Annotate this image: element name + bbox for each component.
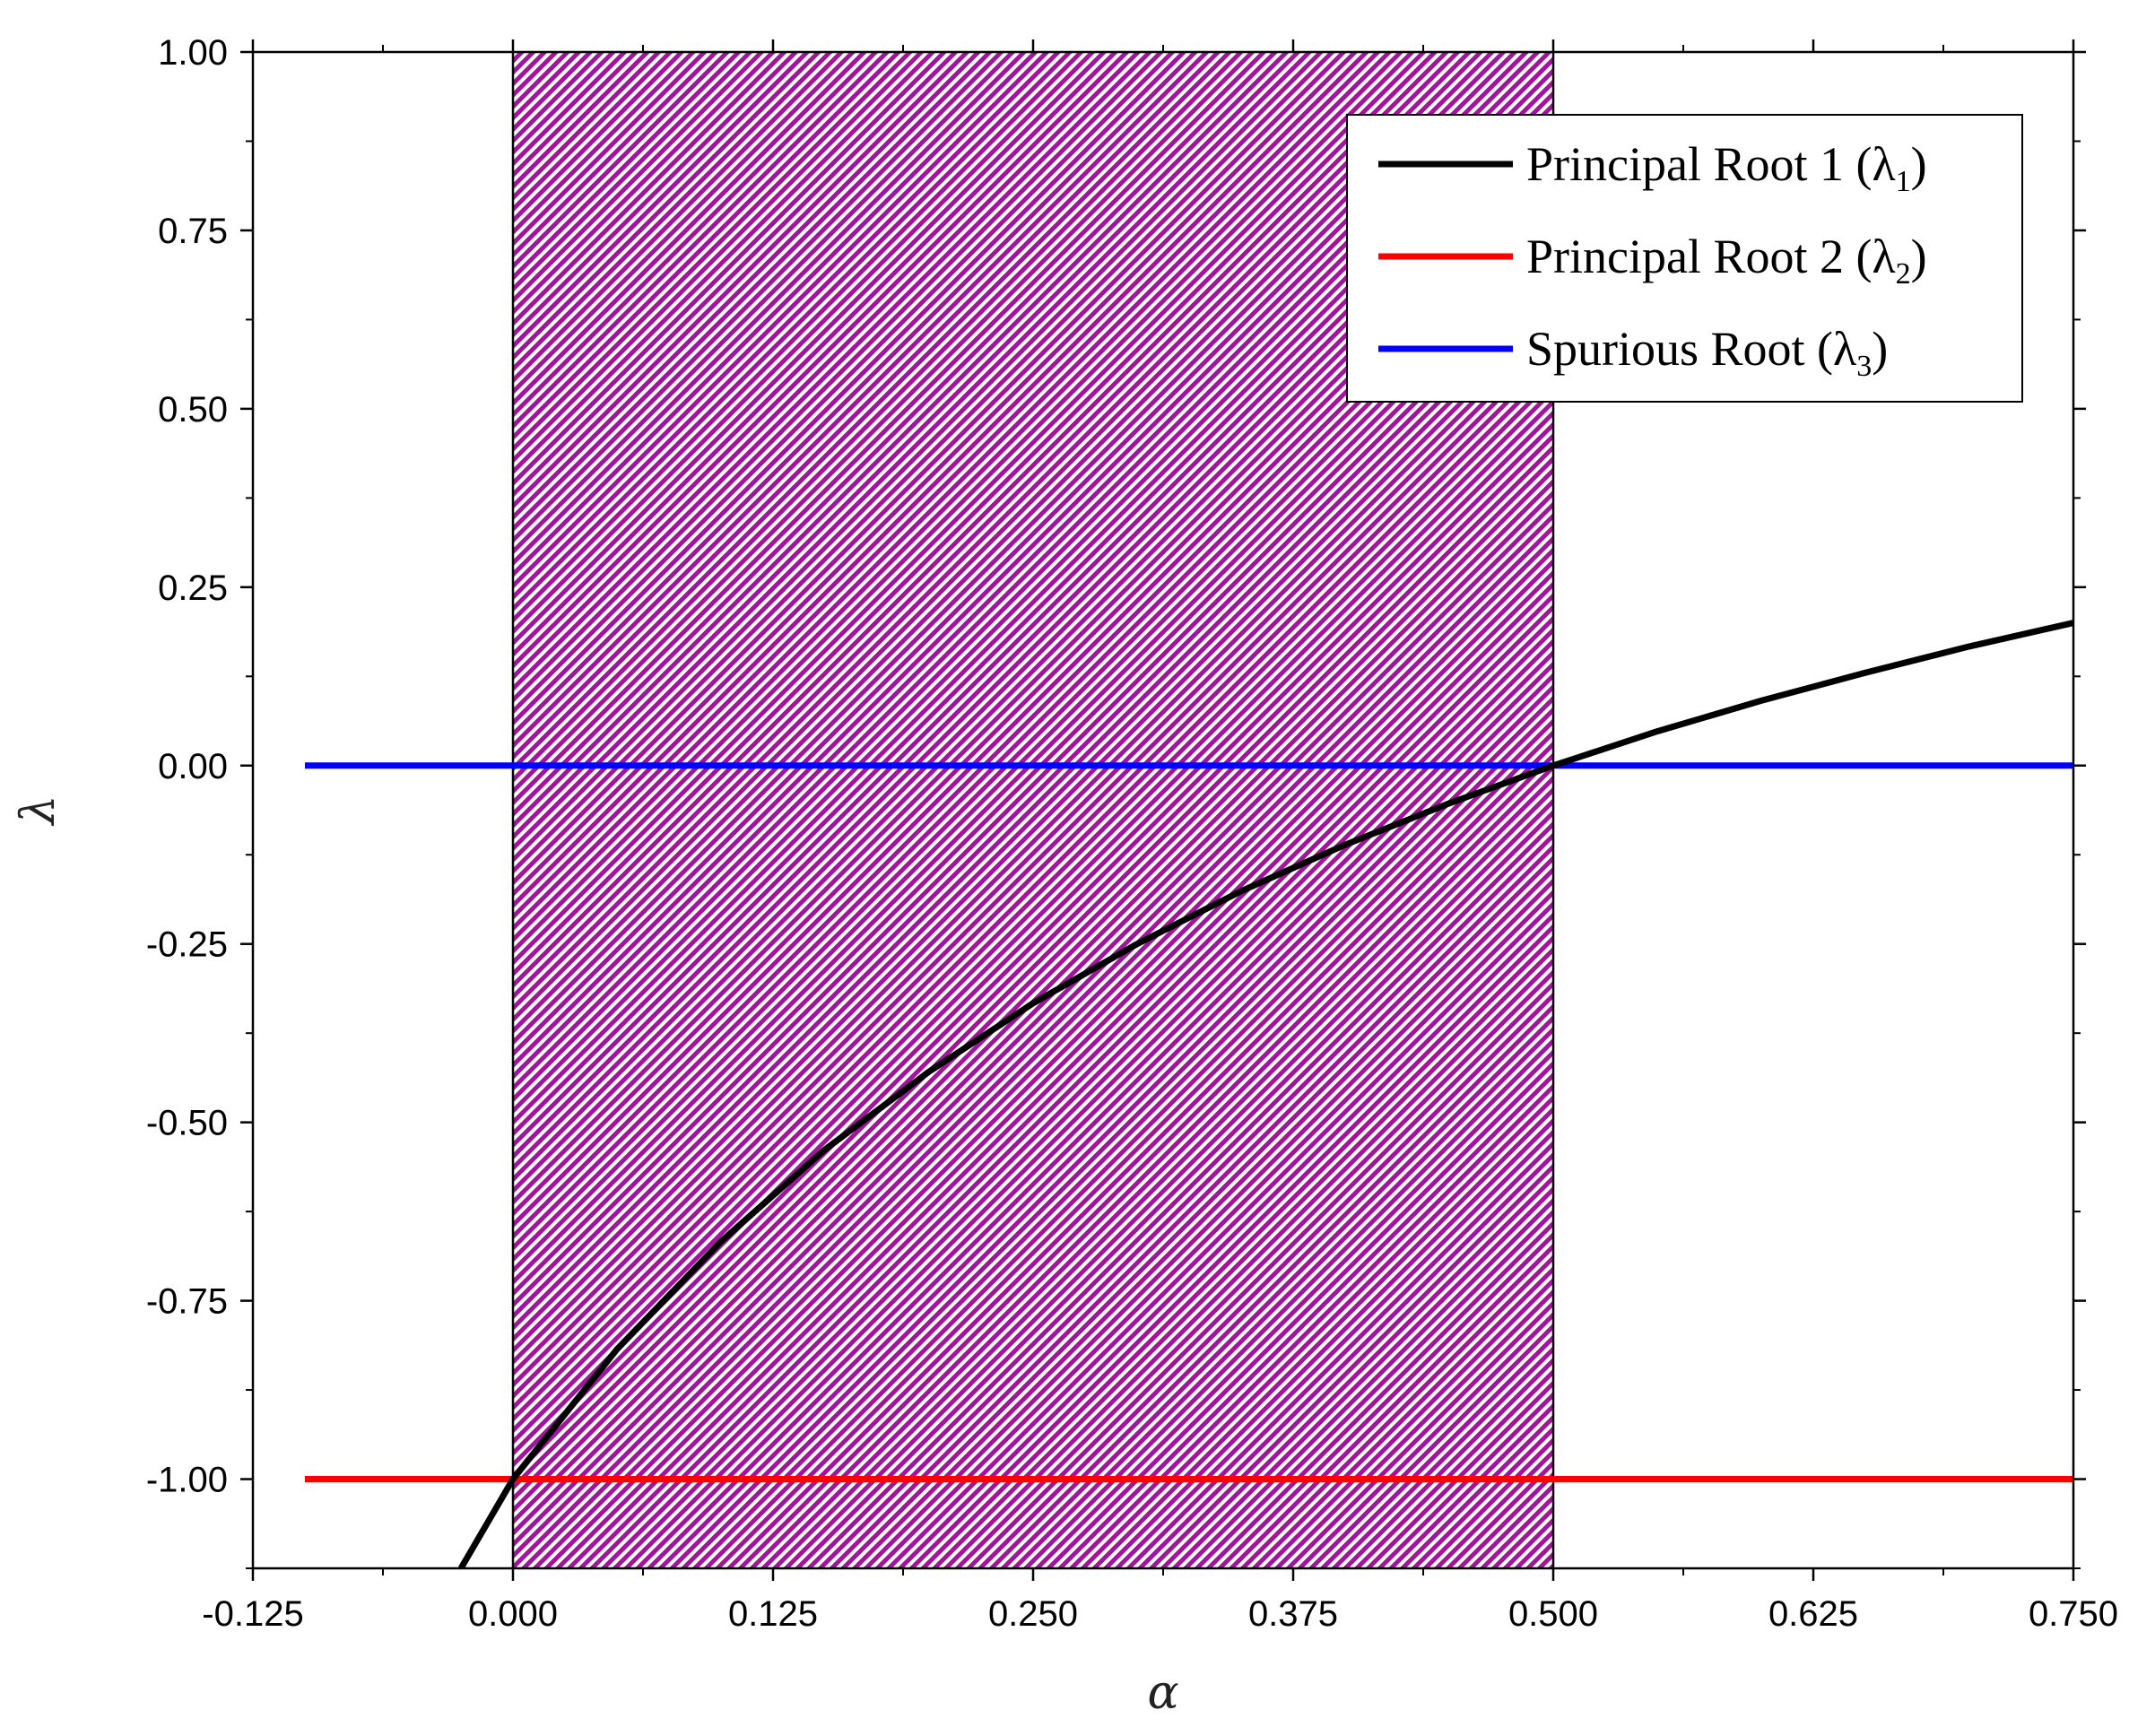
- series-layer: [305, 620, 2073, 1568]
- y-tick-label: 0.50: [158, 390, 228, 430]
- y-tick-label: -0.25: [146, 925, 228, 965]
- series-line-1: [457, 620, 2073, 1568]
- legend: Principal Root 1 (λ1) Principal Root 2 (λ…: [1346, 114, 2023, 403]
- legend-label-3: Spurious Root (λ3): [1526, 322, 1888, 383]
- y-tick-label: 0.00: [158, 747, 228, 786]
- x-tick-label: 0.500: [1508, 1594, 1598, 1634]
- y-tick-label: -0.50: [146, 1104, 228, 1143]
- y-tick-label: -0.75: [146, 1282, 228, 1322]
- x-tick-label: 0.375: [1248, 1594, 1338, 1634]
- y-tick-label: 1.00: [158, 33, 228, 73]
- y-tick-label: 0.75: [158, 212, 228, 251]
- legend-label-1: Principal Root 1 (λ1): [1526, 137, 1927, 198]
- tick-layer: -0.125 0.000 0.125 0.250 0.375 0.500 0.625 0.75…: [146, 33, 2118, 1634]
- x-tick-label: 0.125: [728, 1594, 818, 1634]
- y-tick-label: 0.25: [158, 569, 228, 608]
- legend-label-2: Principal Root 2 (λ2): [1526, 230, 1927, 291]
- x-tick-label: 0.625: [1768, 1594, 1858, 1634]
- y-axis-title: λ: [12, 795, 65, 827]
- x-tick-label: -0.125: [202, 1594, 303, 1634]
- x-tick-label: 0.000: [468, 1594, 558, 1634]
- x-tick-label: 0.750: [2029, 1594, 2118, 1634]
- x-axis-title: α: [1147, 1666, 1178, 1720]
- y-tick-label: -1.00: [146, 1461, 228, 1500]
- x-tick-label: 0.250: [988, 1594, 1078, 1634]
